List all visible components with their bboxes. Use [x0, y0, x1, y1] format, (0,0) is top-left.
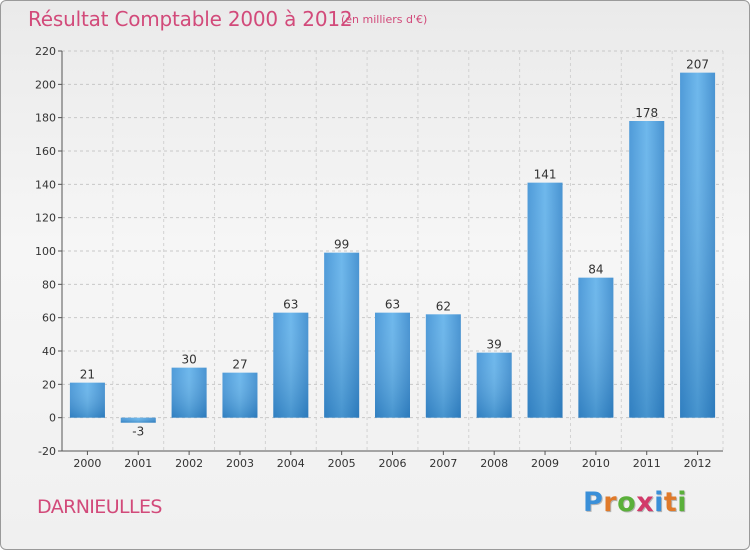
value-label: 178: [635, 106, 658, 120]
value-label: 141: [534, 168, 557, 182]
y-tick-label: 200: [35, 78, 56, 91]
bar-shade: [578, 277, 614, 418]
value-label: 84: [588, 263, 603, 277]
value-label: 207: [686, 58, 709, 72]
logo-letter: i: [654, 487, 664, 518]
logo-letter: P: [583, 487, 604, 518]
bar-shade: [425, 314, 461, 418]
value-label: 99: [334, 238, 349, 252]
y-tick-label: 100: [35, 245, 56, 258]
bar-shade: [527, 182, 563, 418]
y-tick-label: 40: [42, 345, 56, 358]
x-tick-label: 2005: [328, 457, 356, 470]
y-tick-label: 60: [42, 312, 56, 325]
x-tick-label: 2010: [582, 457, 610, 470]
chart-title: Résultat Comptable 2000 à 2012: [28, 7, 353, 31]
value-label: 27: [232, 358, 247, 372]
x-tick-label: 2012: [684, 457, 712, 470]
x-tick-label: 2011: [633, 457, 661, 470]
y-tick-label: 220: [35, 45, 56, 58]
bar-shade: [171, 367, 207, 418]
value-label: 62: [436, 299, 451, 313]
y-tick-label: 160: [35, 145, 56, 158]
value-label: 63: [385, 298, 400, 312]
x-tick-label: 2001: [124, 457, 152, 470]
commune-name: DARNIEULLES: [37, 496, 162, 518]
bar-shade: [222, 372, 258, 418]
logo-letter: i: [677, 487, 688, 518]
y-tick-label: 140: [35, 178, 56, 191]
value-label: 30: [181, 353, 196, 367]
bar-shade: [629, 121, 665, 418]
x-tick-label: 2004: [277, 457, 305, 470]
x-tick-label: 2003: [226, 457, 254, 470]
proxiti-logo: Proxiti: [583, 487, 687, 518]
logo-letter: t: [663, 487, 678, 518]
bar-shade: [324, 252, 360, 418]
x-tick-label: 2002: [175, 457, 203, 470]
chart-subtitle: (en milliers d'€): [341, 13, 428, 26]
y-tick-label: 0: [49, 412, 56, 425]
logo-letter: r: [603, 487, 618, 518]
value-label: 39: [487, 338, 502, 352]
value-label: 63: [283, 298, 298, 312]
y-tick-label: 20: [42, 378, 56, 391]
y-tick-label: -20: [38, 445, 56, 458]
bar-shade: [680, 72, 716, 418]
bar-shade: [273, 312, 309, 418]
value-label: 21: [80, 368, 95, 382]
logo-letter: x: [636, 487, 655, 518]
x-tick-label: 2009: [531, 457, 559, 470]
bar-shade: [375, 312, 410, 418]
y-tick-label: 80: [42, 278, 56, 291]
x-tick-label: 2008: [480, 457, 508, 470]
value-label: -3: [132, 425, 144, 439]
logo-letter: o: [617, 487, 637, 518]
bar-shade: [476, 352, 512, 418]
y-tick-label: 120: [35, 212, 56, 225]
x-tick-label: 2000: [73, 457, 101, 470]
y-tick-label: 180: [35, 112, 56, 125]
x-tick-label: 2006: [379, 457, 407, 470]
x-tick-label: 2007: [429, 457, 457, 470]
bar-shade: [69, 382, 105, 418]
bar-shade: [120, 417, 156, 423]
